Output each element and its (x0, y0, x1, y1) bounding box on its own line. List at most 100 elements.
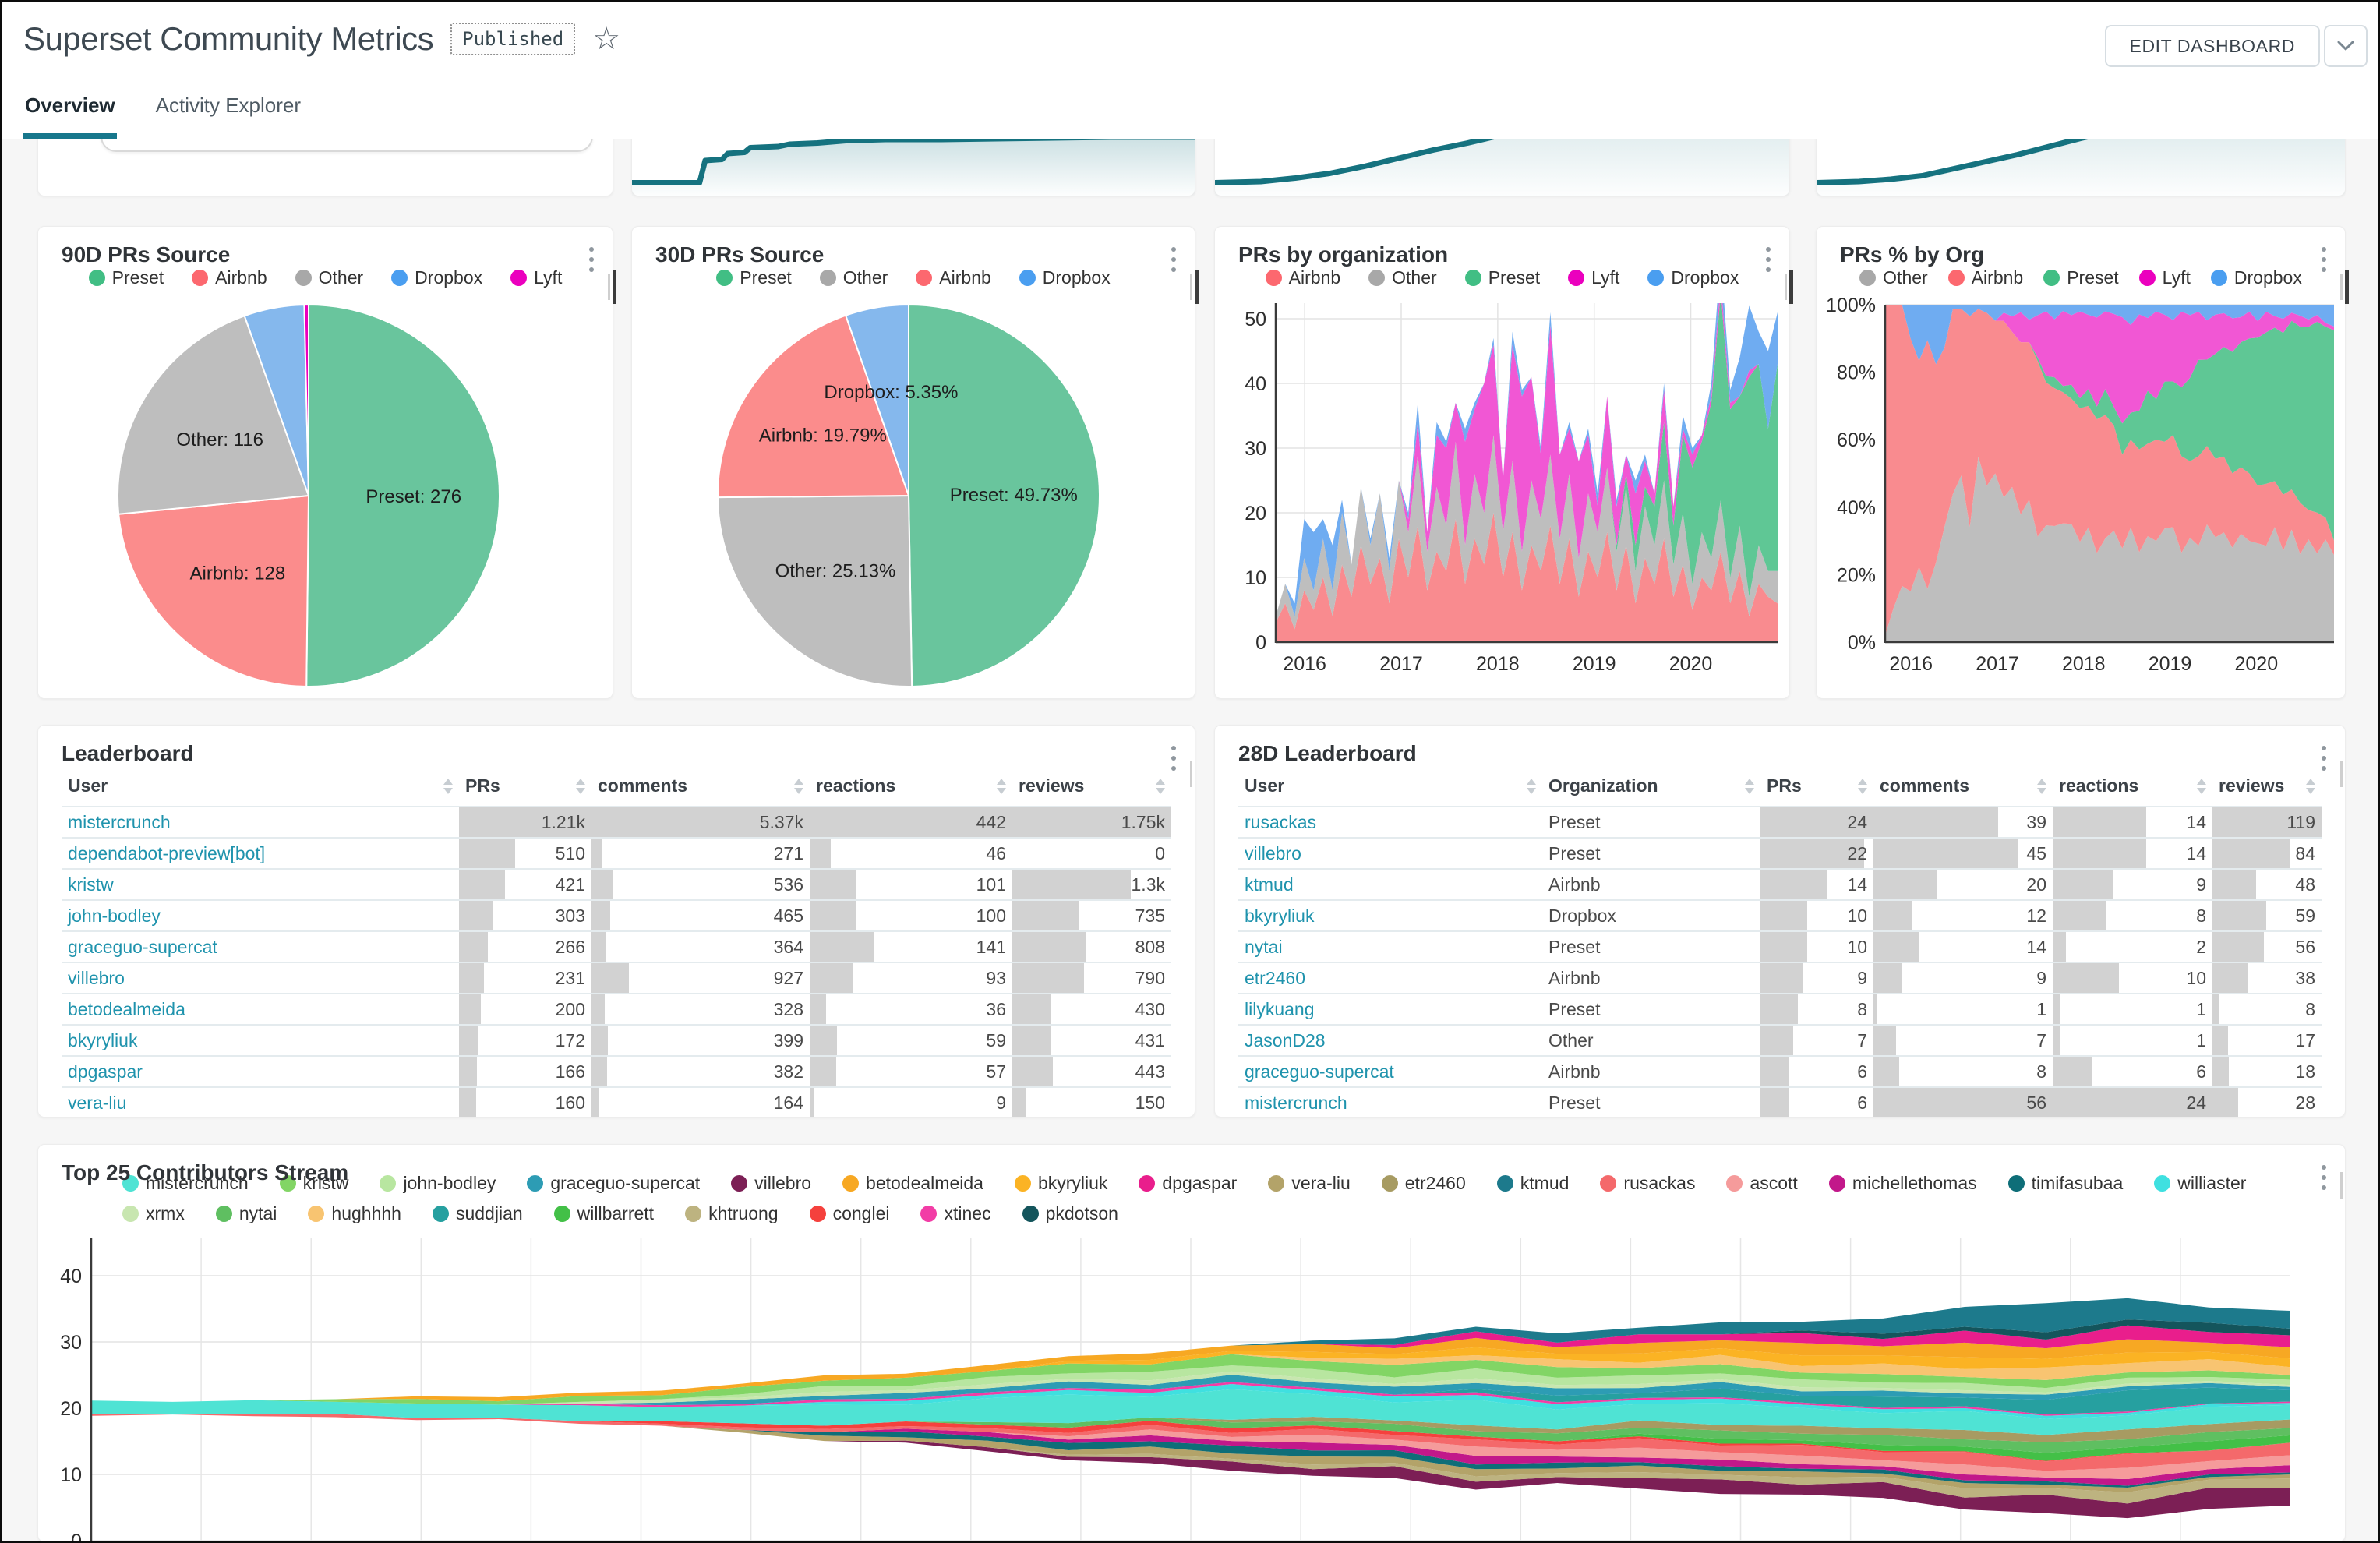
kebab-menu-icon[interactable] (1766, 247, 1771, 272)
area-series-timifasubaa[interactable] (91, 1414, 2290, 1488)
area-series-preset[interactable] (1885, 305, 2334, 541)
legend-item[interactable]: rusackas (1600, 1173, 1695, 1194)
area-series-airbnb[interactable] (1885, 305, 2334, 636)
legend-item[interactable]: Lyft (510, 267, 562, 288)
area-series-john-bodley[interactable] (91, 1365, 2290, 1405)
stacked-area-chart[interactable]: 0% 20% 40% 60% 80% 100% 2016 2017 2018 2019 2020 (1817, 227, 2345, 698)
legend-item[interactable]: conglei (809, 1203, 889, 1224)
area-series-vera-liu[interactable] (91, 1414, 2290, 1492)
legend-item[interactable]: Preset (716, 267, 792, 288)
user-link[interactable]: rusackas (1245, 811, 1317, 832)
sort-icon[interactable] (1850, 778, 1867, 794)
resize-handle[interactable] (2340, 270, 2349, 304)
user-link[interactable]: vera-liu (68, 1092, 127, 1113)
legend-item[interactable]: Other (295, 267, 363, 288)
legend-item[interactable]: nytai (215, 1203, 277, 1224)
legend-item[interactable]: khtruong (685, 1203, 779, 1224)
area-series-khtruong[interactable] (91, 1414, 2290, 1504)
pie-chart[interactable]: Preset: 276 Airbnb: 128 Other: 116 (38, 227, 613, 698)
pie-slice-other[interactable] (716, 494, 913, 687)
legend-item[interactable]: Preset (2043, 267, 2119, 288)
legend-item[interactable]: Preset (88, 267, 164, 288)
pie-slice-lyft[interactable] (303, 303, 309, 496)
area-series-hughhhh[interactable] (91, 1354, 2290, 1402)
sort-icon[interactable] (989, 778, 1006, 794)
column-header-comments[interactable]: comments (1873, 771, 2053, 807)
legend-item[interactable]: hughhhh (308, 1203, 401, 1224)
legend-item[interactable]: xtinec (920, 1203, 991, 1224)
user-link[interactable]: nytai (1245, 936, 1283, 957)
user-link[interactable]: betodealmeida (68, 998, 185, 1019)
user-link[interactable]: villebro (1245, 842, 1301, 863)
legend-item[interactable]: Airbnb (1265, 267, 1340, 288)
user-link[interactable]: JasonD28 (1245, 1029, 1326, 1050)
column-header-user[interactable]: User (1238, 771, 1542, 807)
legend-item[interactable]: Other (819, 267, 888, 288)
column-header-user[interactable]: User (62, 771, 459, 807)
area-series-ktmud[interactable] (91, 1298, 2290, 1402)
legend-item[interactable]: ascott (1726, 1173, 1798, 1194)
resize-handle[interactable] (608, 270, 616, 304)
kebab-menu-icon[interactable] (1171, 746, 1176, 771)
legend-item[interactable]: Other (1859, 267, 1928, 288)
legend-item[interactable]: timifasubaa (2007, 1173, 2123, 1194)
user-link[interactable]: dpgaspar (68, 1061, 143, 1082)
stacked-area-chart[interactable]: 0 10 20 30 40 50 2016 2017 2018 2019 2020 (1215, 227, 1789, 698)
area-series-ascott[interactable] (91, 1414, 2290, 1479)
user-link[interactable]: graceguo-supercat (68, 936, 217, 957)
pie-chart[interactable]: Preset: 49.73% Other: 25.13% Airbnb: 19.79… (632, 227, 1195, 698)
edit-dashboard-button[interactable]: EDIT DASHBOARD (2104, 25, 2320, 67)
legend-item[interactable]: Lyft (2138, 267, 2191, 288)
area-series-other[interactable] (1276, 435, 1778, 630)
legend-item[interactable]: ktmud (1496, 1173, 1569, 1194)
area-series-betodealmeida[interactable] (91, 1337, 2290, 1402)
area-series-etr2460[interactable] (91, 1414, 2290, 1442)
area-series-willbarrett[interactable] (91, 1414, 2290, 1461)
area-series-xrmx[interactable] (91, 1371, 2290, 1405)
user-link[interactable]: bkyryliuk (1245, 905, 1315, 926)
legend-item[interactable]: vera-liu (1268, 1173, 1351, 1194)
sort-icon[interactable] (2298, 778, 2315, 794)
user-link[interactable]: lilykuang (1245, 998, 1315, 1019)
legend-item[interactable]: willbarrett (553, 1203, 654, 1224)
legend-item[interactable]: kristw (279, 1173, 348, 1194)
legend-item[interactable]: mistercrunch (122, 1173, 249, 1194)
kebab-menu-icon[interactable] (2322, 247, 2326, 272)
column-header-reactions[interactable]: reactions (2053, 771, 2212, 807)
legend-item[interactable]: bkyryliuk (1014, 1173, 1107, 1194)
legend-item[interactable]: michellethomas (1828, 1173, 1977, 1194)
favorite-star-icon[interactable]: ☆ (592, 22, 621, 56)
area-series-lyft[interactable] (1276, 280, 1778, 616)
user-link[interactable]: kristw (68, 874, 114, 895)
user-link[interactable]: john-bodley (68, 905, 161, 926)
user-link[interactable]: mistercrunch (1245, 1092, 1347, 1113)
area-series-mistercrunch[interactable] (91, 1389, 2290, 1435)
pie-slice-dropbox[interactable] (844, 303, 909, 496)
legend-item[interactable]: dpgaspar (1139, 1173, 1237, 1194)
kebab-menu-icon[interactable] (589, 247, 594, 272)
column-header-prs[interactable]: PRs (1760, 771, 1873, 807)
area-series-williaster[interactable] (91, 1383, 2290, 1420)
legend-item[interactable]: Airbnb (1947, 267, 2023, 288)
column-header-reactions[interactable]: reactions (810, 771, 1012, 807)
sort-icon[interactable] (568, 778, 585, 794)
legend-item[interactable]: john-bodley (380, 1173, 496, 1194)
tab-activity-explorer[interactable]: Activity Explorer (155, 94, 302, 117)
published-badge[interactable]: Published (450, 23, 576, 55)
sort-icon[interactable] (786, 778, 803, 794)
legend-item[interactable]: xrmx (122, 1203, 185, 1224)
legend-item[interactable]: pkdotson (1022, 1203, 1118, 1224)
area-series-airbnb[interactable] (1276, 513, 1778, 642)
area-series-michellethomas[interactable] (91, 1414, 2290, 1486)
legend-item[interactable]: villebro (731, 1173, 811, 1194)
user-link[interactable]: etr2460 (1245, 967, 1306, 988)
user-link[interactable]: bkyryliuk (68, 1029, 138, 1050)
legend-item[interactable]: Airbnb (916, 267, 991, 288)
kebab-menu-icon[interactable] (2322, 746, 2326, 771)
kebab-menu-icon[interactable] (2322, 1165, 2326, 1190)
legend-item[interactable]: suddjian (432, 1203, 523, 1224)
legend-item[interactable]: Dropbox (2210, 267, 2302, 288)
area-series-kristw[interactable] (91, 1354, 2290, 1405)
legend-item[interactable]: Other (1368, 267, 1437, 288)
area-series-rusackas[interactable] (91, 1414, 2290, 1471)
